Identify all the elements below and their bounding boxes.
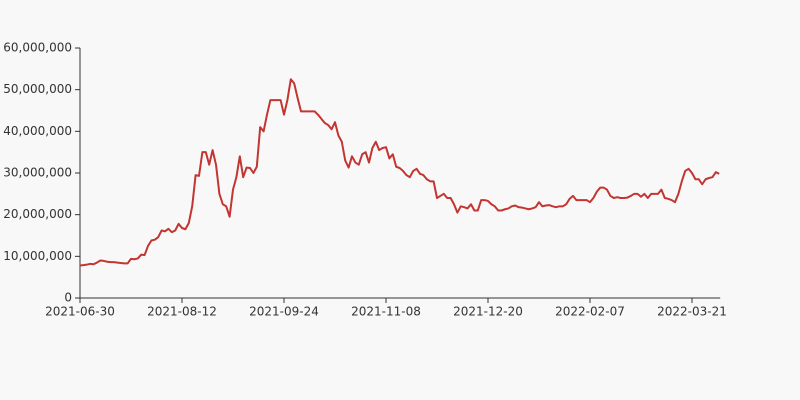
x-tick-label: 2021-06-30 (45, 305, 115, 319)
y-tick-label: 60,000,000 (3, 41, 72, 55)
y-tick-label: 50,000,000 (3, 82, 72, 96)
x-tick-label: 2021-09-24 (249, 305, 319, 319)
y-tick-label: 0 (64, 291, 72, 305)
x-tick-label: 2021-08-12 (147, 305, 217, 319)
line (79, 78, 720, 267)
x-tick-label: 2021-11-08 (351, 305, 421, 319)
x-tick-label: 2022-02-07 (555, 305, 625, 319)
y-tick-label: 40,000,000 (3, 124, 72, 138)
x-tick-label: 2021-12-20 (453, 305, 523, 319)
y-tick-label: 20,000,000 (3, 207, 72, 221)
y-tick-label: 30,000,000 (3, 166, 72, 180)
y-tick-label: 10,000,000 (3, 249, 72, 263)
x-tick-label: 2022-03-21 (657, 305, 727, 319)
